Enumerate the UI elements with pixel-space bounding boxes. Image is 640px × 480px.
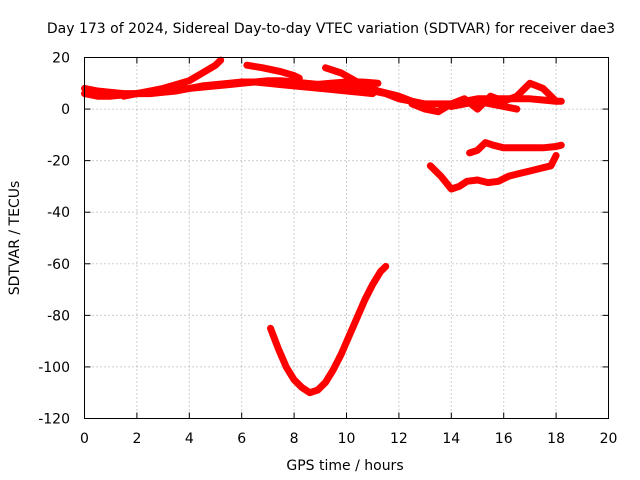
series-short-segment: [295, 78, 382, 90]
y-tick-label: -80: [47, 308, 70, 324]
x-axis-label: GPS time / hours: [286, 458, 403, 474]
x-tick-label: 14: [442, 431, 460, 447]
x-tick-label: 6: [237, 431, 246, 447]
x-tick-label: 18: [547, 431, 565, 447]
chart-title: Day 173 of 2024, Sidereal Day-to-day VTE…: [47, 21, 615, 37]
x-tick-label: 12: [390, 431, 408, 447]
x-axis-tick-labels: 0 2 4 6 8 10 12 14 16 18 20: [80, 431, 617, 447]
x-tick-label: 8: [290, 431, 299, 447]
series-upper-ridge: [243, 61, 303, 82]
data-series: [81, 56, 565, 397]
y-axis-label: SDTVAR / TECUs: [7, 181, 23, 296]
y-tick-label: 0: [61, 102, 70, 118]
y-tick-label: -120: [38, 412, 70, 428]
axis-ticks: [84, 57, 609, 419]
y-tick-label: -60: [47, 257, 70, 273]
x-tick-label: 4: [185, 431, 194, 447]
series-dip-recovery: [426, 152, 560, 193]
grid-lines: [84, 57, 609, 419]
x-tick-label: 20: [600, 431, 618, 447]
x-tick-label: 10: [338, 431, 356, 447]
series-rising-arc: [120, 56, 225, 100]
series-lower-plateau: [466, 139, 565, 157]
y-tick-label: -100: [38, 360, 70, 376]
y-tick-label: -40: [47, 205, 70, 221]
x-tick-label: 16: [495, 431, 513, 447]
y-axis-tick-labels: -120 -100 -80 -60 -40 -20 0 20: [38, 51, 70, 428]
x-tick-label: 0: [80, 431, 89, 447]
x-tick-label: 2: [132, 431, 141, 447]
series-loop-segment: [447, 97, 521, 113]
y-tick-label: -20: [47, 154, 70, 170]
series-v-dip: [267, 262, 390, 397]
y-tick-label: 20: [52, 51, 70, 67]
